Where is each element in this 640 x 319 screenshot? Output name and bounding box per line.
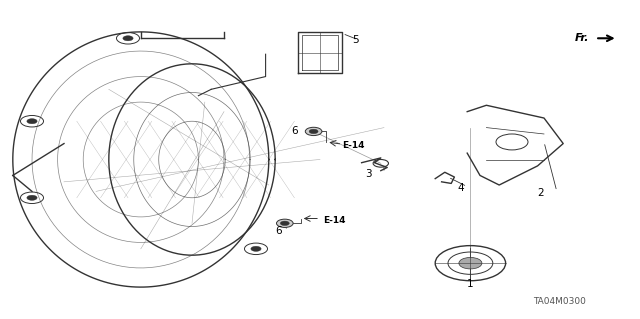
Text: TA04M0300: TA04M0300 [534,297,586,306]
Text: 6: 6 [275,226,282,236]
Text: E-14: E-14 [323,216,346,225]
Circle shape [280,221,289,226]
Text: 1: 1 [467,279,474,289]
Text: Fr.: Fr. [574,33,589,43]
Text: 2: 2 [538,188,544,198]
Text: 5: 5 [352,35,358,45]
Circle shape [276,219,293,227]
Circle shape [251,246,261,251]
Circle shape [309,129,318,134]
Text: E-14: E-14 [342,141,365,150]
Circle shape [123,36,133,41]
Circle shape [459,257,482,269]
Circle shape [27,119,37,124]
Circle shape [305,127,322,136]
Text: 6: 6 [291,126,298,136]
Text: 3: 3 [365,169,371,179]
Circle shape [27,195,37,200]
Text: 4: 4 [458,183,464,193]
